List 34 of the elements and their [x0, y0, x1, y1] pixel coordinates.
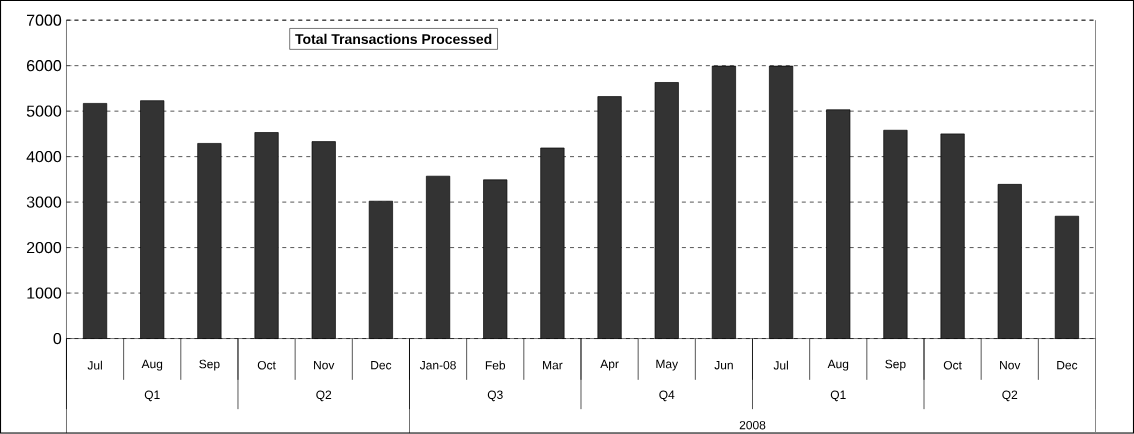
- x-tick-label: Dec: [1057, 361, 1078, 370]
- x-tick-label: Jul: [87, 360, 102, 370]
- y-tick-label: 4000: [26, 151, 62, 163]
- text: Q4: [659, 390, 675, 402]
- text: Q2: [1002, 390, 1018, 402]
- y-tick-label: 5000: [26, 105, 62, 117]
- x-tick-label: May: [656, 359, 679, 371]
- x-tick-label: Jun: [714, 361, 733, 370]
- text: Total Transactions Processed: [295, 33, 492, 45]
- x-tick-label: Nov: [314, 361, 335, 370]
- x-tick-label: Aug: [141, 359, 163, 371]
- x-tick-label: Oct: [257, 361, 276, 370]
- x-tick-label: Feb: [485, 360, 506, 370]
- text: Q3: [487, 390, 503, 402]
- x-tick-label: Aug: [827, 359, 849, 371]
- x-tick-label: Sep: [885, 359, 906, 371]
- y-tick-label: 1000: [27, 287, 62, 299]
- text: Q1: [830, 390, 846, 402]
- x-tick-label: Jan-08: [419, 361, 456, 370]
- y-tick-label: 0: [53, 332, 62, 345]
- y-tick-label: 3000: [26, 196, 62, 208]
- y-tick-label: 6000: [27, 60, 62, 72]
- x-tick-label: Dec: [371, 361, 392, 370]
- y-tick-label: 7000: [27, 14, 62, 26]
- x-tick-label: Sep: [199, 359, 220, 371]
- x-tick-label: Nov: [1000, 361, 1021, 370]
- x-tick-label: Mar: [543, 361, 563, 370]
- x-tick-label: Oct: [943, 361, 962, 370]
- y-tick-label: 2000: [27, 242, 62, 254]
- text: Q1: [144, 390, 160, 402]
- text: 2008: [739, 420, 766, 430]
- x-tick-label: Apr: [600, 359, 619, 371]
- x-tick-label: Jul: [773, 360, 788, 370]
- text: Q2: [316, 390, 332, 402]
